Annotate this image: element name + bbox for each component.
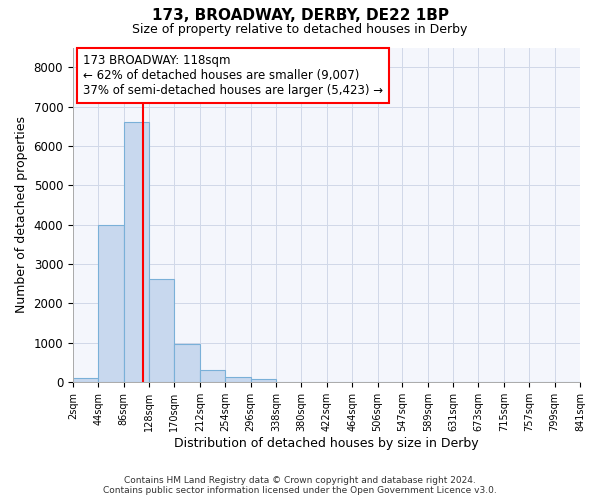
Bar (73, 378, 98, 382)
Text: 173 BROADWAY: 118sqm
← 62% of detached houses are smaller (9,007)
37% of semi-de: 173 BROADWAY: 118sqm ← 62% of detached h… (83, 54, 383, 97)
Bar (149, 279, 175, 382)
Text: Contains HM Land Registry data © Crown copyright and database right 2024.
Contai: Contains HM Land Registry data © Crown c… (103, 476, 497, 495)
Bar (124, 122, 149, 382)
Bar (225, 377, 251, 382)
Bar (251, 379, 276, 382)
Bar (200, 370, 225, 382)
Bar (98, 226, 124, 382)
Y-axis label: Number of detached properties: Number of detached properties (15, 116, 28, 314)
Text: 173, BROADWAY, DERBY, DE22 1BP: 173, BROADWAY, DERBY, DE22 1BP (151, 8, 449, 22)
Bar (175, 344, 200, 382)
X-axis label: Distribution of detached houses by size in Derby: Distribution of detached houses by size … (174, 437, 479, 450)
Text: Size of property relative to detached houses in Derby: Size of property relative to detached ho… (133, 22, 467, 36)
